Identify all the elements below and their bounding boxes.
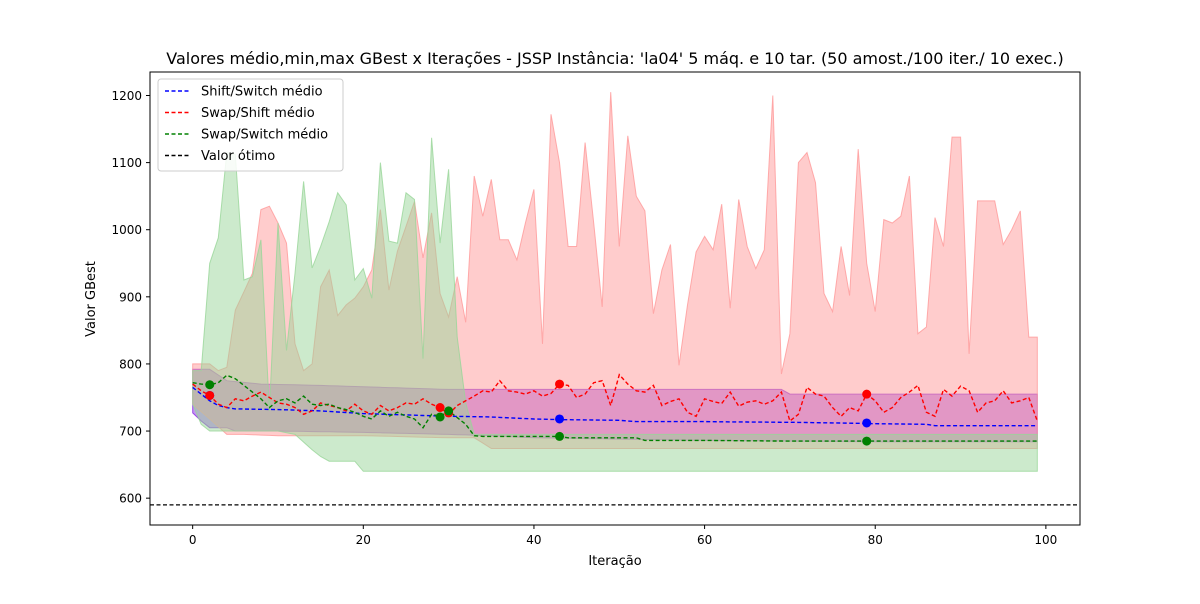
y-tick-label: 600 [119,492,142,506]
line-swap-switch-medio [192,374,1038,442]
marker-shift-switch-medio [862,418,872,428]
plot-frame [149,71,1081,526]
x-tick-label: 40 [526,533,541,547]
legend-label-valor-otimo: Valor ótimo [201,149,275,164]
line-layer [150,373,1080,506]
chart-title: Valores médio,min,max GBest x Iterações … [166,49,1063,68]
y-tick-label: 700 [119,425,142,439]
x-axis: 0 20 40 60 80 100 [189,525,1057,547]
x-tick-label: 0 [189,533,197,547]
y-tick-label: 800 [119,357,142,371]
marker-swap-switch-medio [205,380,215,390]
band-swap-switch-medio [192,137,1038,472]
y-axis: 600 700 800 900 1000 1100 1200 [111,89,150,506]
x-tick-label: 80 [868,533,883,547]
line-shift-switch-medio [192,386,1038,427]
marker-shift-switch-medio [555,414,565,424]
x-tick-label: 100 [1034,533,1057,547]
marker-swap-switch-medio [862,436,872,446]
legend-label-shift-switch-medio: Shift/Switch médio [201,85,323,100]
band-layer [192,92,1038,472]
y-axis-label: Valor GBest [84,261,99,337]
y-tick-label: 1100 [111,156,142,170]
marker-swap-shift-medio [435,403,445,413]
x-tick-label: 60 [697,533,712,547]
legend-label-swap-shift-medio: Swap/Shift médio [201,106,315,121]
x-tick-label: 20 [356,533,371,547]
marker-swap-switch-medio [444,406,454,416]
y-tick-label: 1000 [111,223,142,237]
legend-label-swap-switch-medio: Swap/Switch médio [201,128,328,143]
marker-swap-shift-medio [862,389,872,399]
marker-swap-shift-medio [555,379,565,389]
y-tick-label: 900 [119,290,142,304]
x-axis-label: Iteração [588,554,641,569]
marker-swap-shift-medio [205,390,215,400]
y-tick-label: 1200 [111,89,142,103]
marker-layer [205,379,872,446]
legend-box [157,78,344,172]
marker-swap-switch-medio [555,431,565,441]
marker-swap-switch-medio [435,412,445,422]
legend: Shift/Switch médio Swap/Shift médio Swap/S… [157,78,344,172]
